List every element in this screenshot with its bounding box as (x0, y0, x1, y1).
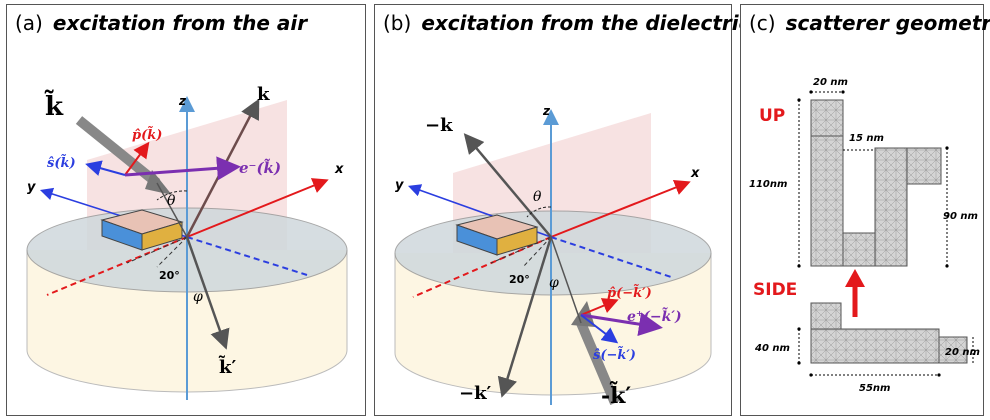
s-vector (580, 314, 619, 344)
panel-a: (a) excitation from the air (6, 4, 366, 416)
s-vector (85, 160, 126, 176)
k-prime-label: k̃′ (218, 355, 236, 378)
y-label: y (395, 178, 404, 193)
x-axis (186, 178, 329, 238)
minus-k-prime-label: −k′ (459, 383, 492, 404)
dim-55-label: 55nm (859, 383, 890, 394)
z-label: z (178, 94, 187, 108)
p-label: p̂(k̃) (132, 126, 162, 143)
e-vector (580, 312, 663, 337)
x-axis (550, 179, 691, 238)
panel-b-diagram: −k z x y θ 20° φ p̂(−k̃′) e⁺(−k̃′) ŝ(−k̃… (394, 104, 712, 409)
theta-label: θ (167, 193, 176, 209)
p-vector (124, 141, 150, 176)
theta-arc (526, 206, 552, 218)
panel-c-title: (c) scatterer geometry (749, 11, 990, 35)
dim-110-label: 110nm (749, 179, 787, 190)
k-prime-arrow (185, 236, 230, 350)
minus-k-arrow (463, 133, 552, 238)
panel-a-diagram: k̃ k z x y p̂(k̃) ŝ(k̃) e⁻(k̃) θ 20° φ k… (26, 84, 348, 400)
theta-arc (156, 190, 188, 201)
panel-c-diagram: 20 nm UP 15 nm 110nm 90 nm SIDE 40 nm 20… (749, 77, 980, 394)
s-label: ŝ(−k̃′) (593, 346, 636, 363)
x-label: x (334, 162, 344, 177)
y-axis-neg (550, 236, 672, 278)
p-label: p̂(−k̃′) (607, 284, 652, 301)
dim-40-label: 40 nm (754, 343, 790, 354)
minus-k-label: −k (425, 115, 453, 136)
angle20-label: 20° (509, 273, 530, 286)
angle20-label: 20° (159, 269, 180, 282)
minus-k-tilde-prime-label: -k̃′ (601, 382, 631, 409)
p-vector (580, 298, 619, 316)
y-axis-neg (186, 236, 308, 276)
theta-label: θ (533, 189, 542, 205)
x-axis-neg (46, 236, 188, 296)
s-label: ŝ(k̃) (47, 154, 76, 171)
panel-c: (c) scatterer geometry (740, 4, 990, 416)
panel-a-title: (a) excitation from the air (15, 11, 308, 35)
panel-b-title: (b) excitation from the dielectric (383, 11, 751, 35)
z-label: z (542, 104, 551, 118)
phi-label: φ (549, 275, 559, 291)
e-vector (124, 156, 241, 181)
dim-20-label: 20 nm (813, 77, 848, 88)
k-tilde-label: k̃ (44, 89, 64, 122)
y-label: y (27, 180, 36, 195)
x-label: x (690, 166, 700, 181)
phi-label: φ (193, 289, 203, 305)
scatterer-block (455, 214, 539, 256)
minus-k-tilde-prime-arrow (576, 321, 620, 405)
side-label: SIDE (753, 280, 797, 300)
scatterer-block (100, 209, 184, 251)
minus-k-prime-arrow (497, 236, 553, 398)
top-view-shape (810, 99, 942, 267)
x-axis-neg (412, 236, 552, 298)
k-label: k (257, 84, 270, 105)
side-view-shape (810, 302, 968, 364)
dim-90-label: 90 nm (943, 211, 978, 222)
panel-b: (b) excitation from the dielectric (374, 4, 750, 416)
dim-20b-label: 20 nm (945, 347, 980, 358)
dim-15-label: 15 nm (849, 133, 884, 144)
e-label: e⁻(k̃) (239, 157, 281, 177)
e-label: e⁺(−k̃′) (627, 305, 682, 325)
up-label: UP (759, 106, 785, 126)
